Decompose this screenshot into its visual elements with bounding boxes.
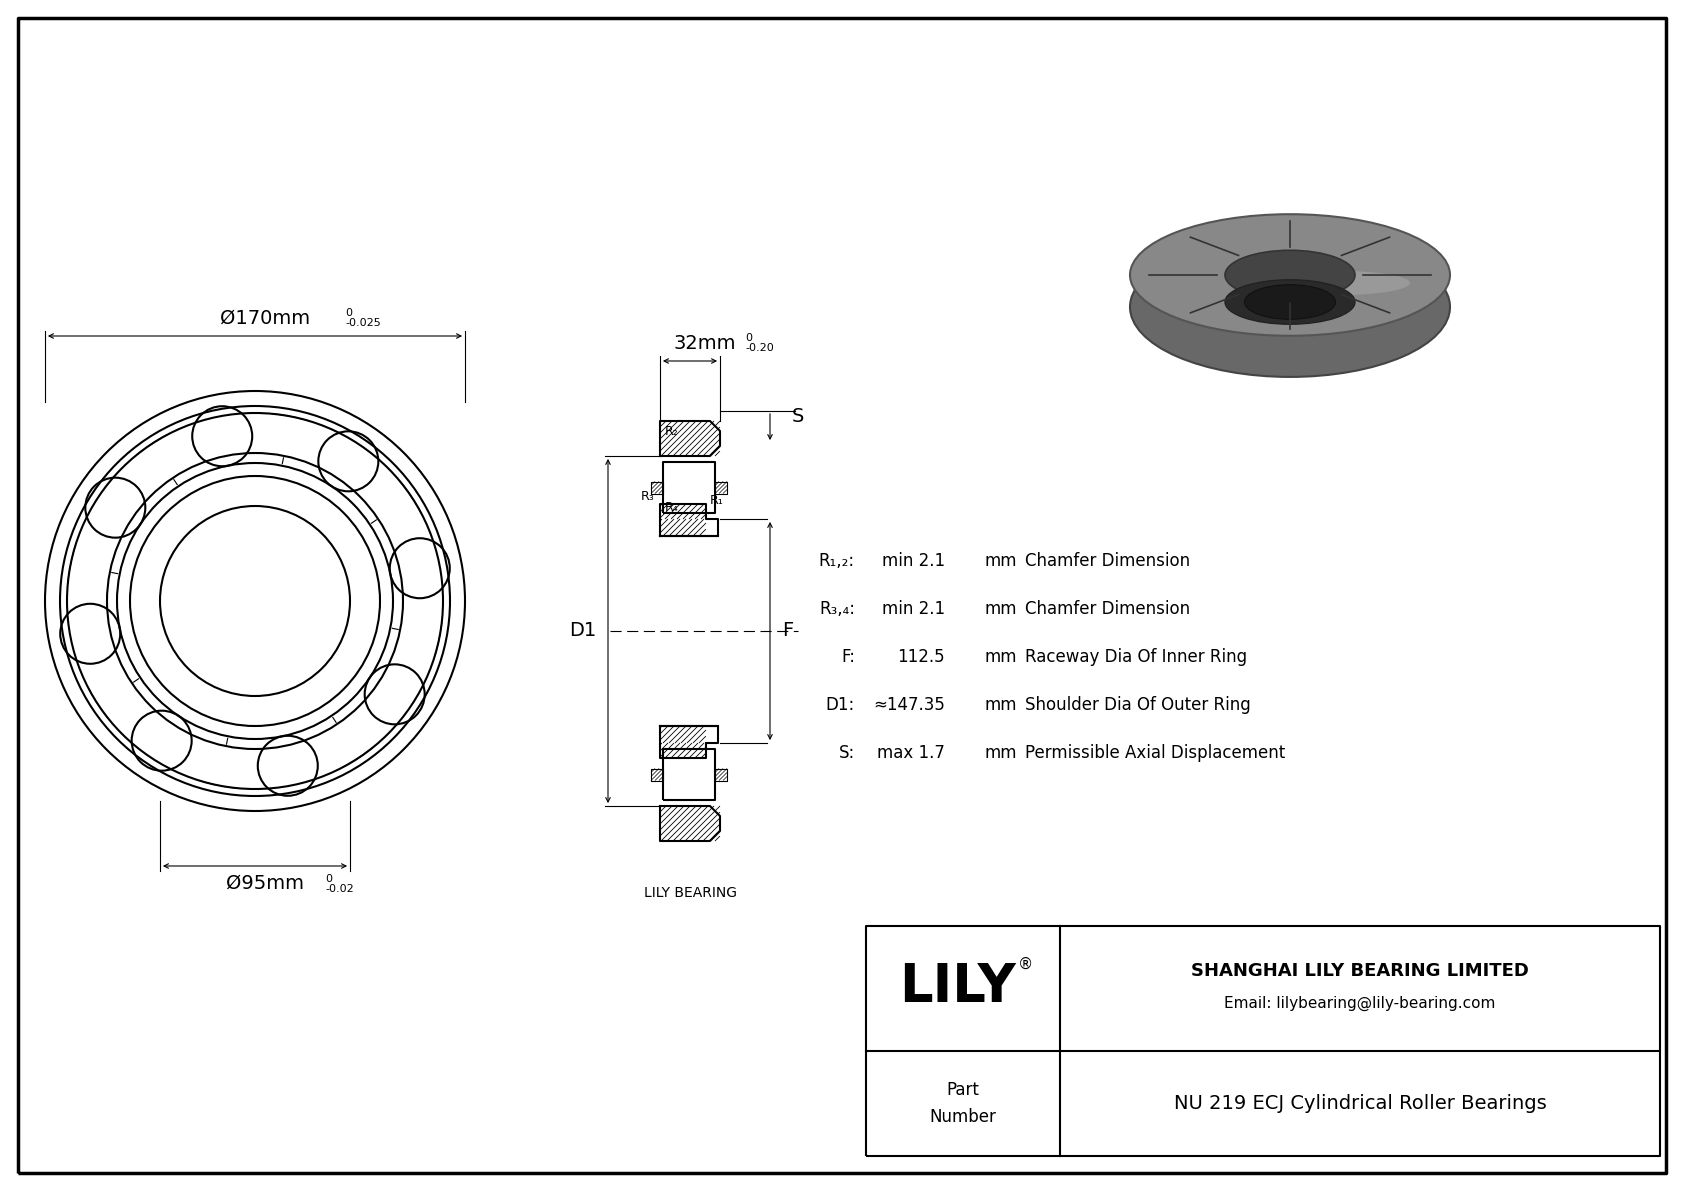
Text: 32mm: 32mm <box>674 333 736 353</box>
Ellipse shape <box>1130 237 1450 376</box>
Text: max 1.7: max 1.7 <box>877 744 945 762</box>
Ellipse shape <box>1244 285 1335 319</box>
Text: Permissible Axial Displacement: Permissible Axial Displacement <box>1026 744 1285 762</box>
Text: Part
Number: Part Number <box>930 1081 997 1125</box>
Text: S: S <box>791 406 805 425</box>
Text: LILY: LILY <box>899 960 1017 1012</box>
Text: Ø170mm: Ø170mm <box>221 308 310 328</box>
Text: Chamfer Dimension: Chamfer Dimension <box>1026 600 1191 618</box>
Text: 112.5: 112.5 <box>898 648 945 666</box>
Text: F: F <box>781 622 793 641</box>
Text: 0: 0 <box>325 874 332 884</box>
Text: Shoulder Dia Of Outer Ring: Shoulder Dia Of Outer Ring <box>1026 696 1251 713</box>
Text: mm: mm <box>985 744 1017 762</box>
Text: D1:: D1: <box>825 696 855 713</box>
Text: min 2.1: min 2.1 <box>882 551 945 570</box>
Text: -0.025: -0.025 <box>345 318 381 328</box>
Text: ≈147.35: ≈147.35 <box>872 696 945 713</box>
Text: LILY BEARING: LILY BEARING <box>643 886 736 900</box>
Text: 0: 0 <box>345 308 352 318</box>
Text: -0.20: -0.20 <box>744 343 773 353</box>
Text: mm: mm <box>985 600 1017 618</box>
Ellipse shape <box>1224 280 1356 324</box>
Text: SHANGHAI LILY BEARING LIMITED: SHANGHAI LILY BEARING LIMITED <box>1191 961 1529 979</box>
Ellipse shape <box>1266 270 1410 295</box>
Text: mm: mm <box>985 648 1017 666</box>
Text: R₂: R₂ <box>665 425 679 438</box>
Text: Raceway Dia Of Inner Ring: Raceway Dia Of Inner Ring <box>1026 648 1248 666</box>
Ellipse shape <box>1224 250 1356 300</box>
Text: NU 219 ECJ Cylindrical Roller Bearings: NU 219 ECJ Cylindrical Roller Bearings <box>1174 1095 1546 1114</box>
Text: ®: ® <box>1019 958 1034 972</box>
Text: R₁: R₁ <box>711 494 724 507</box>
Text: mm: mm <box>985 551 1017 570</box>
Ellipse shape <box>1130 214 1450 336</box>
Text: F:: F: <box>840 648 855 666</box>
Text: R₃,₄:: R₃,₄: <box>818 600 855 618</box>
Text: -0.02: -0.02 <box>325 884 354 894</box>
Text: min 2.1: min 2.1 <box>882 600 945 618</box>
Text: Email: lilybearing@lily-bearing.com: Email: lilybearing@lily-bearing.com <box>1224 996 1495 1011</box>
Text: mm: mm <box>985 696 1017 713</box>
Text: R₄: R₄ <box>665 501 679 515</box>
Text: 0: 0 <box>744 333 753 343</box>
Text: R₁,₂:: R₁,₂: <box>818 551 855 570</box>
Text: D1: D1 <box>569 622 596 641</box>
Text: S:: S: <box>839 744 855 762</box>
Text: Chamfer Dimension: Chamfer Dimension <box>1026 551 1191 570</box>
Text: Ø95mm: Ø95mm <box>226 874 305 893</box>
Text: R₃: R₃ <box>642 490 655 503</box>
